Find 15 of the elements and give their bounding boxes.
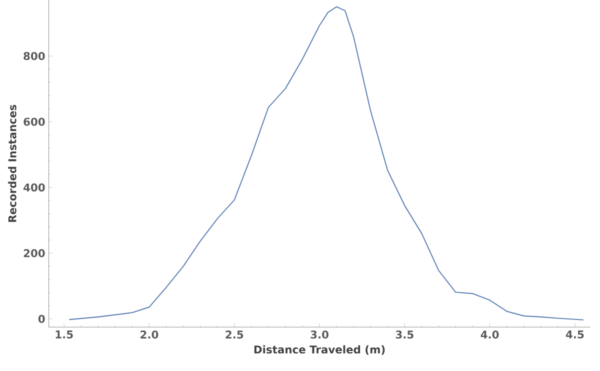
x-axis-title: Distance Traveled (m) [254,345,385,355]
x-tick-label: 2.5 [226,330,244,339]
y-tick-label: 0 [38,314,45,323]
x-tick-label: 1.5 [56,330,73,338]
x-tick-label: 4.0 [480,330,499,339]
y-tick-label: 400 [24,183,45,192]
y-tick-label: 600 [24,118,45,126]
x-tick-label: 2.0 [140,330,158,339]
y-tick-label: 800 [24,52,45,60]
x-tick-label: 4.5 [566,330,584,338]
line-series [68,6,584,320]
y-axis-title: Recorded Instances [8,104,16,222]
x-tick-label: 3.5 [396,330,414,339]
y-tick-label: 200 [24,249,45,258]
x-tick-label: 3.0 [310,330,328,339]
